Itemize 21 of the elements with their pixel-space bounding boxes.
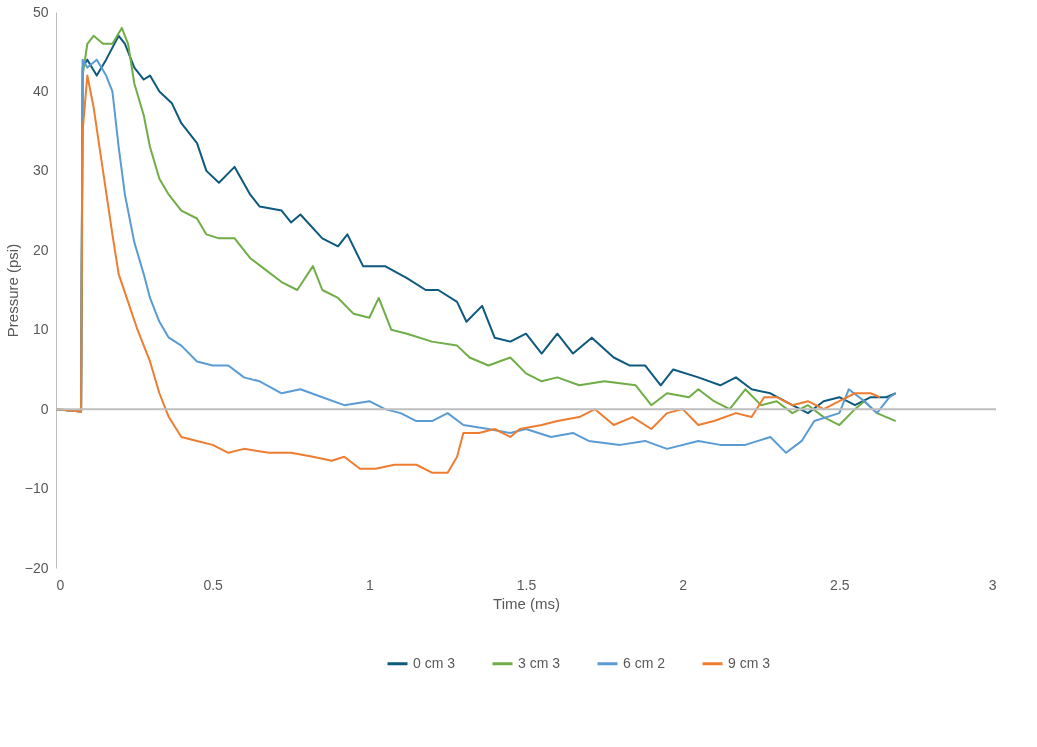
x-tick-label: 0.5: [203, 576, 224, 593]
y-tick-label: −10: [24, 480, 49, 497]
x-tick-label: 1: [365, 576, 374, 593]
y-tick-label: 50: [32, 3, 49, 20]
x-axis-title: Time (ms): [493, 594, 560, 612]
x-tick-label: 2.5: [830, 576, 850, 593]
y-axis-title: Pressure (psi): [3, 243, 21, 338]
legend-label: 3 cm 3: [518, 654, 561, 671]
x-tick-label: 2: [679, 576, 688, 593]
y-tick-label: 20: [32, 241, 49, 258]
legend-label: 0 cm 3: [413, 654, 456, 671]
legend-label: 6 cm 2: [623, 654, 666, 671]
y-tick-label: 0: [40, 400, 49, 417]
legend-label: 9 cm 3: [728, 654, 771, 671]
y-tick-label: 30: [32, 162, 49, 179]
y-tick-label: 10: [32, 321, 49, 338]
x-tick-label: 0: [56, 576, 65, 593]
x-tick-label: 1.5: [516, 576, 537, 593]
y-tick-label: −20: [24, 559, 49, 576]
x-tick-label: 3: [988, 576, 997, 593]
y-tick-label: 40: [32, 82, 49, 99]
